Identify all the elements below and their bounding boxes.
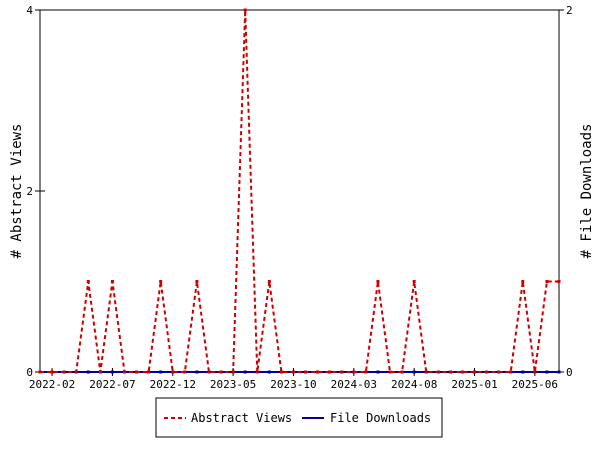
data-point-file-downloads — [557, 370, 561, 374]
y-axis-label-left: # Abstract Views — [9, 124, 25, 259]
data-point-abstract-views — [183, 370, 187, 374]
legend-box — [155, 397, 443, 438]
data-point-abstract-views — [376, 280, 380, 283]
series-line-abstract-views — [40, 9, 559, 373]
data-point-file-downloads — [521, 370, 525, 374]
series-layer — [38, 8, 561, 374]
x-tick-label: 2024-08 — [391, 378, 437, 391]
data-point-abstract-views — [50, 370, 54, 374]
data-point-abstract-views — [195, 280, 199, 283]
data-point-file-downloads — [195, 370, 199, 374]
data-point-abstract-views — [400, 370, 404, 374]
y-axis-label-right: # File Downloads — [579, 124, 595, 259]
data-point-abstract-views — [388, 370, 392, 374]
data-point-abstract-views — [231, 370, 235, 374]
data-point-abstract-views — [436, 370, 440, 374]
data-point-abstract-views — [98, 370, 102, 374]
data-point-abstract-views — [122, 370, 126, 374]
data-point-abstract-views — [460, 370, 464, 374]
x-tick-label: 2023-10 — [270, 378, 316, 391]
y-tick-right-label: 0 — [566, 366, 573, 379]
data-point-abstract-views — [38, 370, 42, 374]
data-point-abstract-views — [171, 370, 175, 374]
data-point-abstract-views — [448, 370, 452, 374]
y-tick-left-label: 2 — [26, 185, 33, 198]
data-point-file-downloads — [267, 370, 271, 374]
data-point-abstract-views — [412, 280, 416, 283]
data-point-abstract-views — [509, 370, 513, 374]
data-point-abstract-views — [533, 370, 537, 374]
x-tick-label: 2023-05 — [210, 378, 256, 391]
data-point-abstract-views — [328, 370, 332, 374]
y-tick-left-label: 4 — [26, 4, 33, 17]
data-point-abstract-views — [86, 280, 90, 283]
data-point-abstract-views — [279, 370, 283, 374]
data-point-abstract-views — [497, 370, 501, 374]
data-point-file-downloads — [110, 370, 114, 374]
data-point-file-downloads — [86, 370, 90, 374]
data-point-abstract-views — [147, 370, 151, 374]
data-point-abstract-views — [255, 370, 259, 374]
x-ticks: 2022-02 2022-07 2022-12 2023-05 2023-10 2024-… — [29, 368, 558, 391]
x-tick-label: 2022-02 — [29, 378, 75, 391]
legend-label-abstract-views: Abstract Views — [191, 411, 292, 425]
data-point-file-downloads — [243, 370, 247, 374]
data-point-abstract-views — [364, 370, 368, 374]
data-point-abstract-views — [110, 280, 114, 283]
y-tick-left-label: 0 — [26, 366, 33, 379]
plot-area — [39, 9, 560, 373]
x-tick-label: 2025-01 — [451, 378, 497, 391]
data-point-abstract-views — [473, 370, 477, 374]
legend: Abstract Views File Downloads — [155, 397, 443, 438]
data-point-abstract-views — [219, 370, 223, 374]
data-point-abstract-views — [316, 370, 320, 374]
data-point-abstract-views — [291, 370, 295, 374]
data-point-abstract-views — [545, 280, 549, 283]
y-tick-right-label: 2 — [566, 4, 573, 17]
data-point-abstract-views — [207, 370, 211, 374]
data-point-abstract-views — [340, 370, 344, 374]
data-point-abstract-views — [74, 370, 78, 374]
data-point-abstract-views — [159, 280, 163, 283]
data-point-abstract-views — [62, 370, 66, 374]
data-point-abstract-views — [557, 280, 561, 283]
legend-label-file-downloads: File Downloads — [330, 411, 431, 425]
data-point-abstract-views — [352, 370, 356, 374]
data-point-abstract-views — [521, 280, 525, 283]
data-point-abstract-views — [267, 280, 271, 283]
data-point-abstract-views — [135, 370, 139, 374]
data-point-file-downloads — [159, 370, 163, 374]
data-point-file-downloads — [376, 370, 380, 374]
data-point-abstract-views — [424, 370, 428, 374]
data-point-abstract-views — [485, 370, 489, 374]
x-tick-label: 2025-06 — [512, 378, 558, 391]
data-point-file-downloads — [412, 370, 416, 374]
data-point-abstract-views — [243, 8, 247, 12]
x-tick-label: 2022-12 — [150, 378, 196, 391]
data-point-abstract-views — [304, 370, 308, 374]
x-tick-label: 2024-03 — [331, 378, 377, 391]
x-tick-label: 2022-07 — [89, 378, 135, 391]
data-point-file-downloads — [545, 370, 549, 374]
